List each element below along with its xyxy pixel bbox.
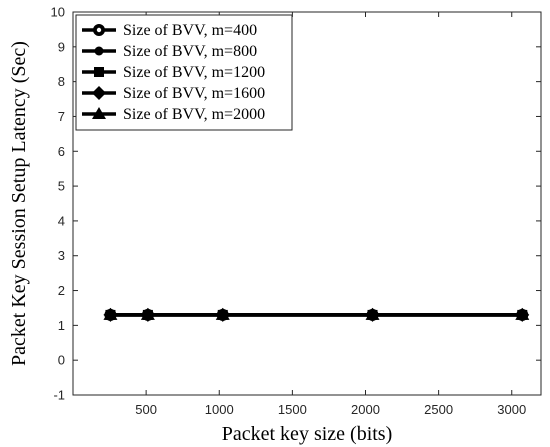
x-tick-label: 1500 (278, 402, 307, 417)
series-5-point (215, 307, 230, 320)
y-tick-label: 6 (58, 144, 65, 159)
legend-marker (92, 107, 106, 119)
series-5-point (140, 307, 155, 320)
legend-marker-inner (96, 27, 102, 33)
y-tick-label: 9 (58, 39, 65, 54)
y-tick-label: 7 (58, 109, 65, 124)
x-tick-label: 1000 (205, 402, 234, 417)
y-tick-label: -1 (53, 388, 65, 403)
x-tick-label: 3000 (497, 402, 526, 417)
legend-entry: Size of BVV, m=400 (123, 22, 257, 39)
legend-entry: Size of BVV, m=2000 (123, 106, 265, 123)
series-5-point (103, 307, 118, 320)
y-tick-label: 2 (58, 283, 65, 298)
y-tick-label: 5 (58, 179, 65, 194)
x-tick-label: 2000 (351, 402, 380, 417)
legend: Size of BVV, m=400 Size of BVV, m=800 Size… (75, 14, 293, 131)
x-tick-label: 2500 (424, 402, 453, 417)
x-axis-label: Packet key size (bits) (222, 423, 393, 445)
y-tick-label: 8 (58, 74, 65, 89)
series-layer (103, 307, 530, 322)
y-tick-label: 10 (51, 5, 65, 20)
y-axis: -1 0 1 2 3 4 5 6 7 8 9 10 (51, 5, 541, 403)
series-5-point (515, 307, 530, 320)
x-tick-label: 500 (135, 402, 157, 417)
legend-marker (94, 67, 104, 77)
y-tick-label: 4 (58, 213, 65, 228)
legend-entry: Size of BVV, m=800 (123, 43, 257, 60)
legend-entry: Size of BVV, m=1600 (123, 85, 265, 102)
series-5-point (365, 307, 380, 320)
x-axis: 500 1000 1500 2000 2500 3000 (135, 12, 526, 417)
legend-marker (94, 46, 104, 56)
y-tick-label: 3 (58, 248, 65, 263)
legend-entry: Size of BVV, m=1200 (123, 64, 265, 81)
y-tick-label: 1 (58, 318, 65, 333)
legend-marker (92, 86, 106, 100)
y-axis-label: Packet Key Session Setup Latency (Sec) (8, 41, 30, 366)
y-tick-label: 0 (58, 353, 65, 368)
